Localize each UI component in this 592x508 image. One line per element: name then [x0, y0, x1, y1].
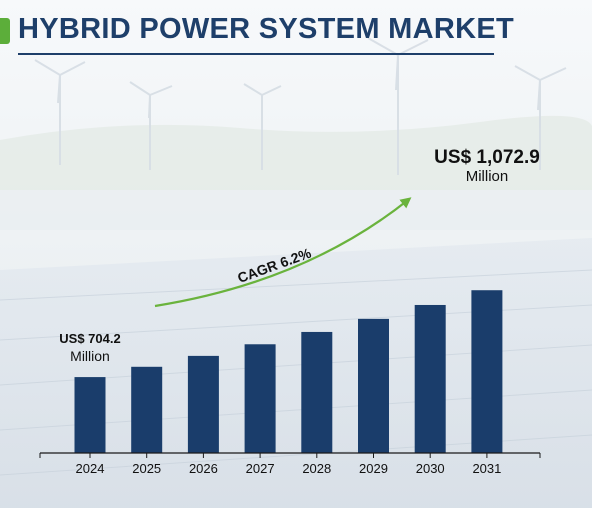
x-tick-label-2031: 2031	[472, 461, 501, 476]
x-tick-label-2026: 2026	[189, 461, 218, 476]
x-tick-label-2024: 2024	[76, 461, 105, 476]
bar-2028	[301, 331, 333, 453]
bar-2026	[187, 355, 219, 453]
end-value-label: US$ 1,072.9	[434, 147, 540, 168]
bar-2031	[471, 290, 503, 453]
title-underline	[18, 53, 494, 55]
title-bar: HYBRID POWER SYSTEM MARKET	[0, 8, 514, 56]
x-tick-label-2030: 2030	[416, 461, 445, 476]
cagr-label: CAGR 6.2%	[235, 244, 313, 286]
bar-2027	[244, 344, 276, 453]
cagr-arrow	[154, 197, 412, 308]
bar-2029	[358, 318, 389, 453]
bar-2025	[131, 366, 163, 453]
x-tick-label-2025: 2025	[132, 461, 161, 476]
start-unit-label: Million	[70, 348, 110, 364]
x-tick-label-2028: 2028	[302, 461, 331, 476]
page-title: HYBRID POWER SYSTEM MARKET	[18, 13, 514, 45]
x-tick-label-2027: 2027	[246, 461, 275, 476]
title-accent-bar	[0, 18, 10, 44]
end-unit-label: Million	[466, 168, 509, 185]
bar-2030	[414, 304, 446, 453]
start-value-label: US$ 704.2	[59, 331, 120, 346]
x-tick-label-2029: 2029	[359, 461, 388, 476]
bar-2024	[74, 377, 106, 453]
